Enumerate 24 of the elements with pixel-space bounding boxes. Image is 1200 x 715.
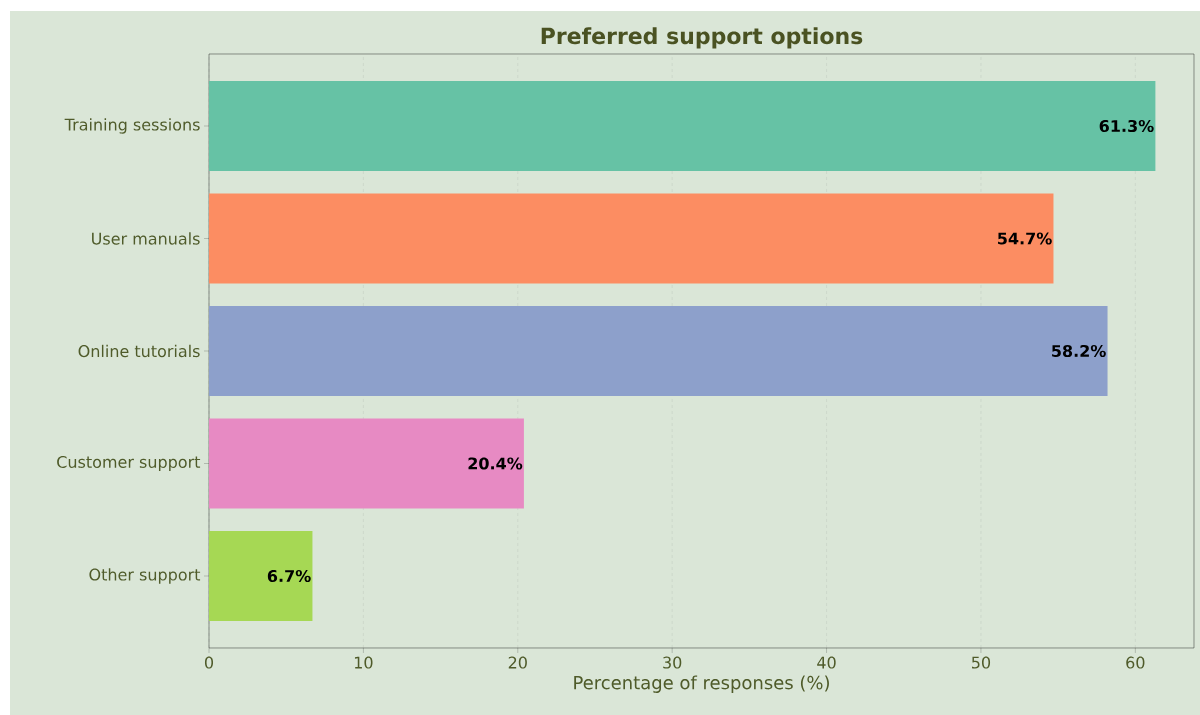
- y-tick-label: Customer support: [57, 455, 201, 472]
- x-tick-label: 20: [508, 656, 527, 669]
- x-tick-label: 40: [817, 656, 836, 669]
- bar: [209, 193, 1054, 284]
- data-label: 61.3%: [1099, 119, 1154, 133]
- bar: [209, 418, 524, 509]
- bar: [209, 305, 1108, 396]
- x-tick-label: 50: [972, 656, 991, 669]
- x-axis-title: Percentage of responses (%): [574, 675, 829, 693]
- y-tick-label: Training sessions: [64, 118, 200, 134]
- x-tick-label: 60: [1126, 656, 1145, 669]
- bar: [209, 530, 313, 621]
- y-tick-label: User manuals: [92, 232, 200, 245]
- data-label: 58.2%: [1052, 344, 1106, 358]
- data-label: 54.7%: [998, 232, 1052, 245]
- y-tick-label: Other support: [89, 568, 201, 584]
- x-tick-label: 0: [204, 656, 214, 669]
- chart-title: Preferred support options: [541, 27, 863, 49]
- x-tick-label: 30: [663, 656, 682, 669]
- data-label: 20.4%: [468, 457, 523, 470]
- x-tick-label: 10: [354, 656, 373, 669]
- data-label: 6.7%: [267, 569, 311, 583]
- y-tick-label: Online tutorials: [78, 344, 200, 358]
- bar: [209, 80, 1156, 171]
